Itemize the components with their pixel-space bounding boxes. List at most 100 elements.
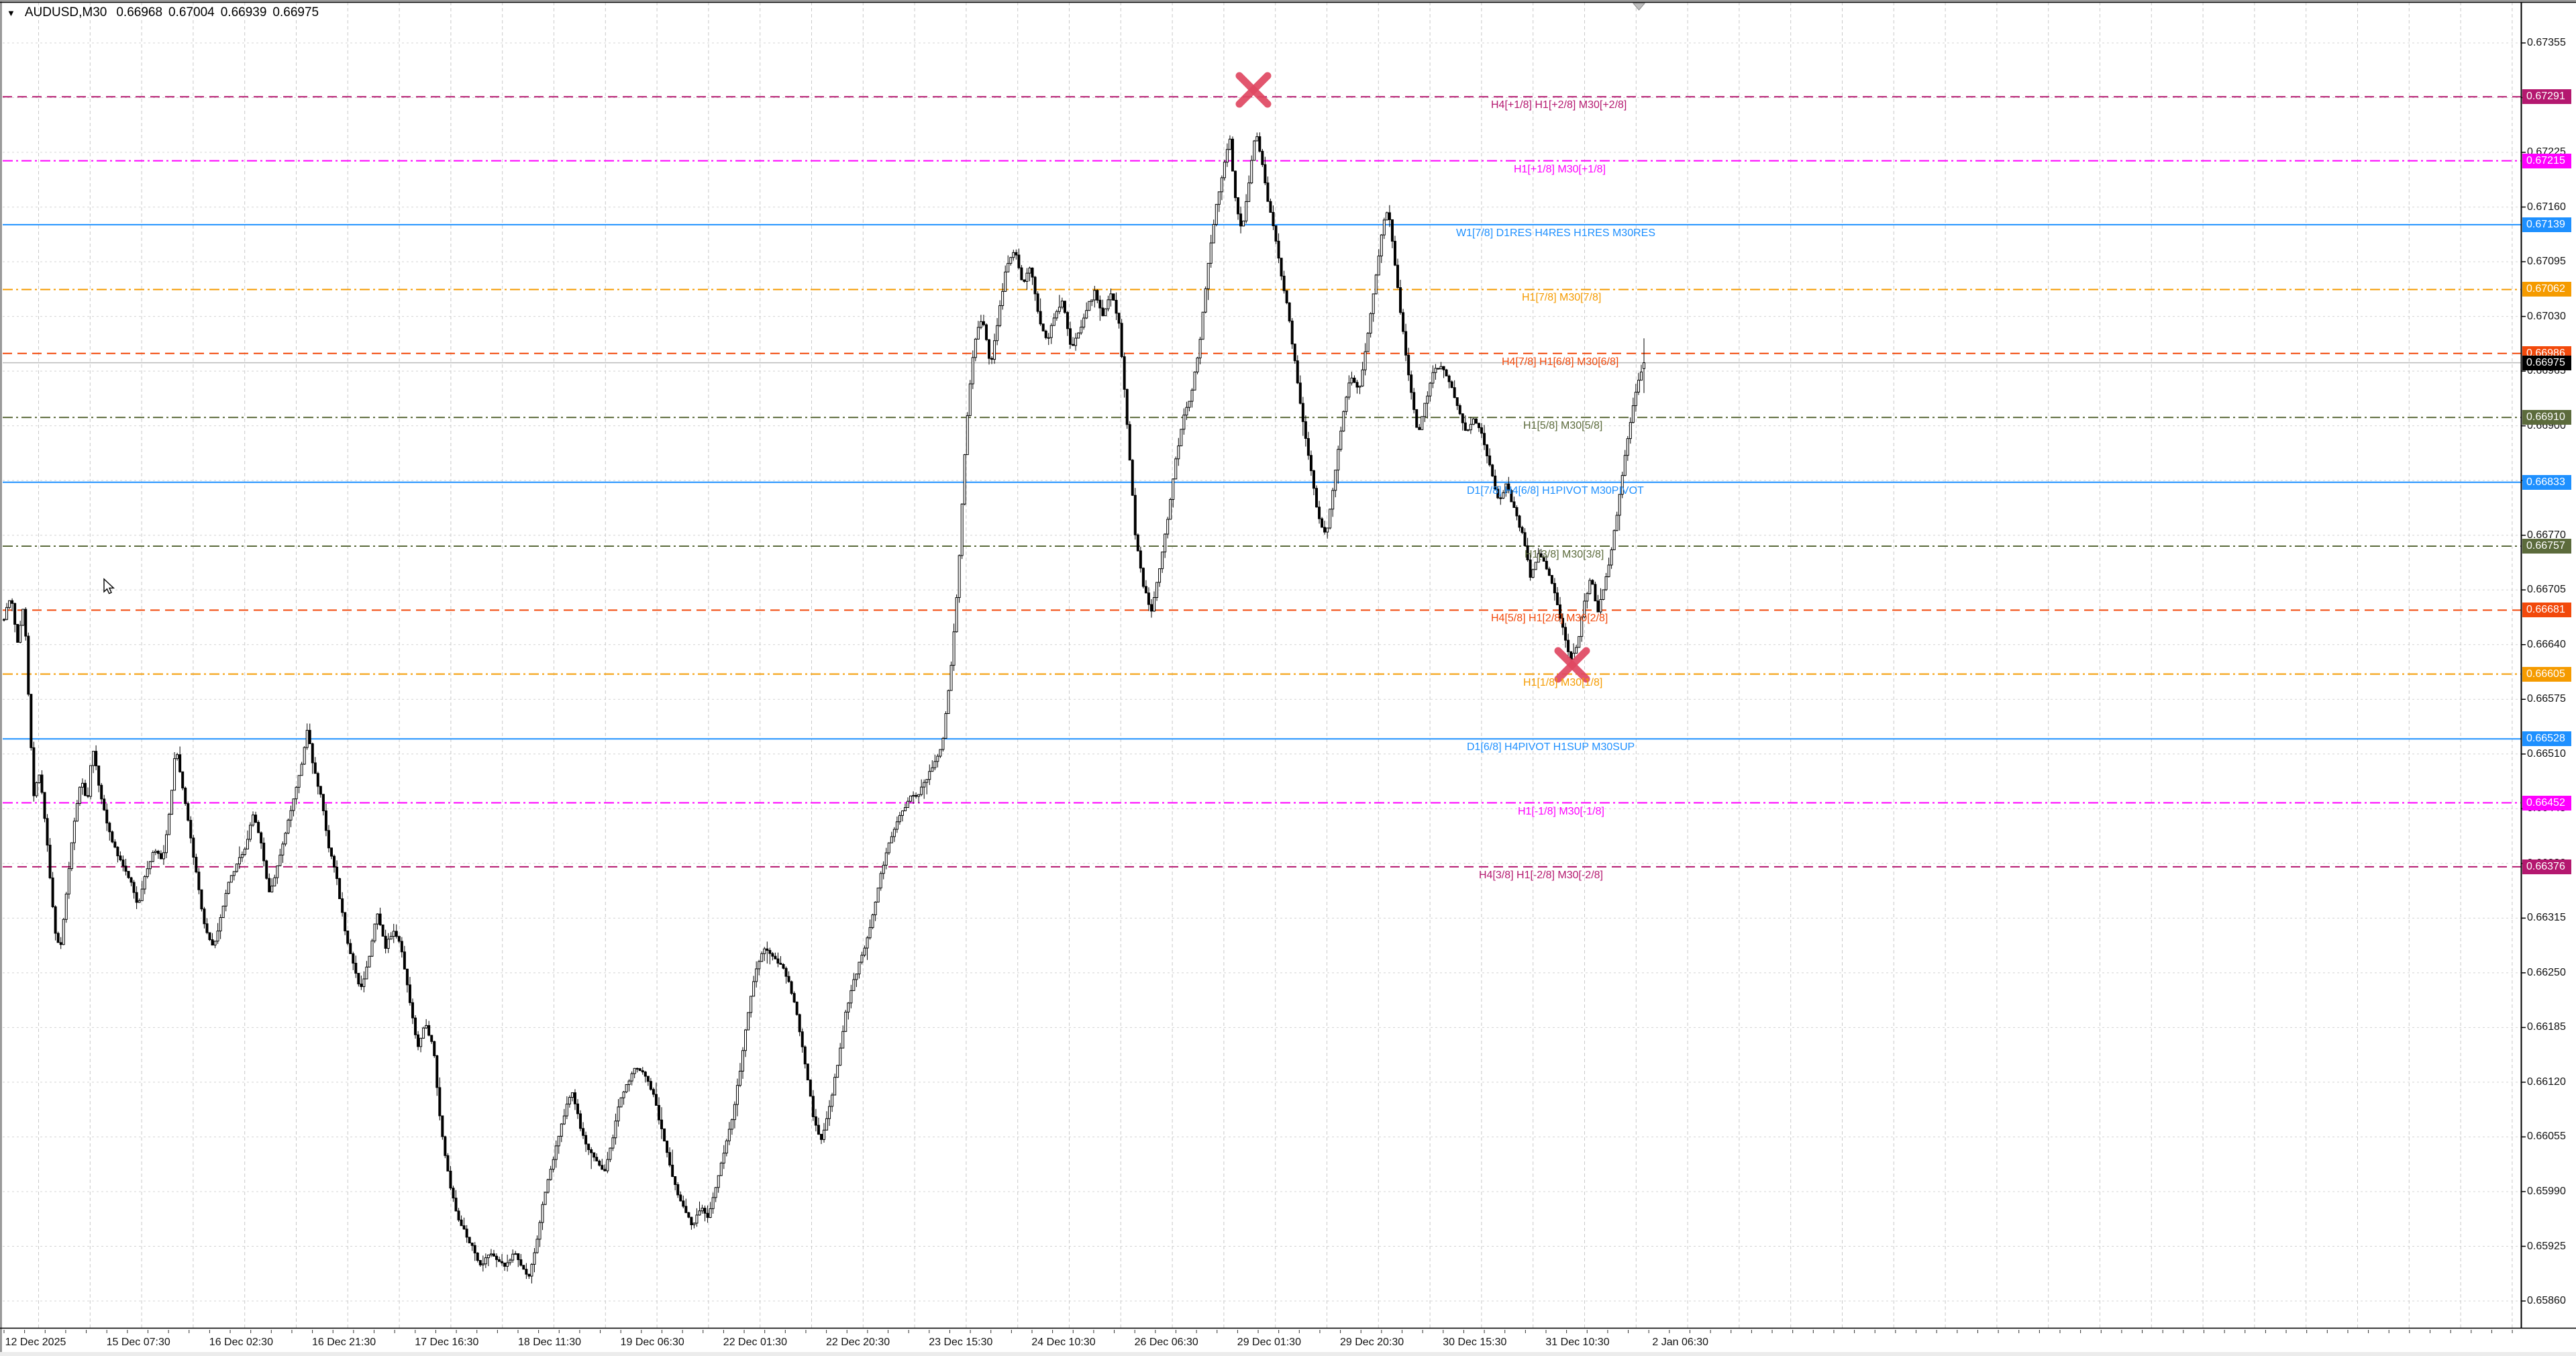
candle-bullish <box>1629 422 1632 439</box>
level-price-badge: 0.66681 <box>2522 603 2571 618</box>
candle-bullish <box>1242 220 1245 227</box>
candle-bullish <box>238 857 241 865</box>
candle-bullish <box>246 839 249 849</box>
level-price-badge: 0.66605 <box>2522 666 2571 682</box>
candle-bullish <box>1607 564 1610 578</box>
candle-bearish <box>1564 627 1567 641</box>
candle-bearish <box>338 878 342 900</box>
candle-bearish <box>774 955 777 959</box>
level-name-label: W1[7/8] D1RES H4RES H1RES M30RES <box>1456 227 1655 239</box>
candle-bullish <box>884 852 888 866</box>
candle-bearish <box>1353 377 1356 383</box>
candle-bearish <box>1115 299 1118 314</box>
candle-bullish <box>968 383 972 416</box>
chart-menu-arrow-icon[interactable]: ▼ <box>7 7 15 18</box>
candle-bullish <box>1055 311 1058 319</box>
candle-bearish <box>327 830 330 849</box>
candle-bullish <box>876 887 880 903</box>
candle-bearish <box>657 1104 660 1120</box>
time-tick-label: 29 Dec 01:30 <box>1237 1337 1301 1348</box>
candle-bullish <box>1220 177 1223 193</box>
candle-bullish <box>170 790 174 815</box>
candle-bearish <box>200 889 203 910</box>
candle-bearish <box>984 324 988 340</box>
candle-bullish <box>1250 160 1253 184</box>
candle-bearish <box>384 935 387 949</box>
candle-bearish <box>381 924 384 937</box>
candle-bullish <box>484 1257 487 1265</box>
candle-bullish <box>1109 293 1113 301</box>
candle-bullish <box>373 923 376 941</box>
candle-bearish <box>40 774 44 793</box>
candle-bearish <box>1017 254 1021 268</box>
candle-bullish <box>1223 162 1226 178</box>
candle-bearish <box>803 1046 807 1065</box>
candle-bullish <box>941 737 945 750</box>
candle-bearish <box>203 908 206 925</box>
candle-bearish <box>582 1128 585 1136</box>
candle-bullish <box>1080 327 1083 333</box>
candle-bullish <box>1228 138 1231 150</box>
candle-bearish <box>156 851 160 854</box>
candle-bearish <box>54 906 57 934</box>
candle-bearish <box>573 1092 576 1104</box>
candle-bearish <box>771 953 774 957</box>
candle-bullish <box>1431 372 1435 384</box>
candle-bullish <box>278 854 282 866</box>
candle-bearish <box>1031 267 1034 278</box>
candle-bearish <box>105 809 109 824</box>
candle-bearish <box>988 339 991 359</box>
candle-bullish <box>627 1080 631 1086</box>
candle-bullish <box>879 873 882 888</box>
level-price-badge: 0.66833 <box>2522 474 2571 490</box>
candle-bearish <box>121 859 125 867</box>
candle-bullish <box>362 978 366 987</box>
candle-bullish <box>936 755 939 762</box>
level-price-badge: 0.66376 <box>2522 859 2571 874</box>
candle-bearish <box>1521 527 1524 533</box>
candle-bullish <box>755 968 758 982</box>
candle-bullish <box>825 1118 829 1131</box>
candle-bullish <box>1602 589 1605 600</box>
candle-bearish <box>127 871 130 878</box>
candle-bullish <box>219 917 222 932</box>
candle-bullish <box>168 814 171 835</box>
candle-bearish <box>1304 421 1307 439</box>
candle-bearish <box>260 832 263 843</box>
chart-shift-marker-icon[interactable] <box>1632 3 1646 11</box>
time-tick-label: 2 Jan 06:30 <box>1652 1337 1708 1348</box>
candle-bearish <box>189 820 193 839</box>
price-tick-label: 0.67160 <box>2527 201 2566 213</box>
candle-bullish <box>216 931 219 942</box>
candle-bearish <box>798 1014 801 1033</box>
candle-bearish <box>1442 366 1445 370</box>
candle-bullish <box>176 754 179 760</box>
candle-bullish <box>996 325 999 342</box>
candle-bearish <box>1234 170 1237 199</box>
candle-bullish <box>903 807 907 812</box>
candle-bearish <box>1098 299 1102 309</box>
level-name-label: H1[-1/8] M30[-1/8] <box>1518 805 1604 817</box>
candle-bearish <box>111 831 114 843</box>
candle-bearish <box>265 860 268 879</box>
candle-bearish <box>1480 427 1484 434</box>
candle-bullish <box>224 893 227 906</box>
candle-bullish <box>78 786 81 804</box>
candle-bearish <box>1101 307 1104 317</box>
candle-bearish <box>1393 241 1396 266</box>
candle-bearish <box>197 872 201 890</box>
candle-bearish <box>357 973 360 985</box>
candle-bullish <box>719 1162 723 1176</box>
candle-bullish <box>1369 313 1372 334</box>
candle-bullish <box>939 749 942 757</box>
candle-bullish <box>162 852 165 859</box>
level-price-badge: 0.66910 <box>2522 410 2571 425</box>
candle-bearish <box>254 815 258 823</box>
candle-bullish <box>148 861 152 870</box>
candle-bullish <box>249 825 252 840</box>
time-tick-label: 31 Dec 10:30 <box>1545 1337 1610 1348</box>
candle-bearish <box>178 754 182 772</box>
candle-bullish <box>1166 519 1170 535</box>
candle-bullish <box>735 1085 739 1105</box>
